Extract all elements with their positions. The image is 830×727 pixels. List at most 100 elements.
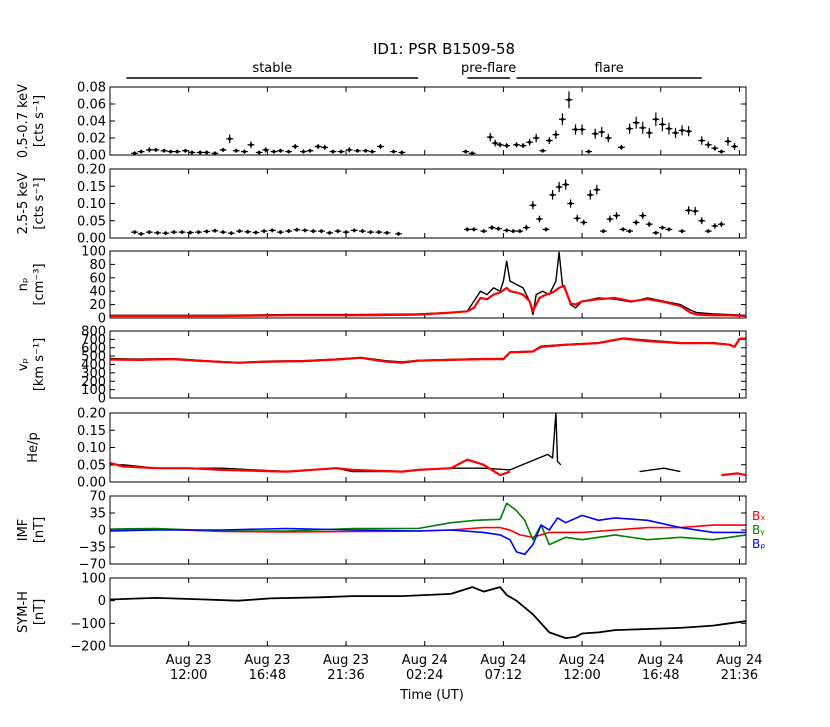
ytick-label-vp-1: 100 <box>81 383 106 398</box>
ytick-label-vp-6: 600 <box>81 341 106 356</box>
ytick-label-hard-4: 0.20 <box>77 163 106 178</box>
point-soft-72 <box>724 137 732 146</box>
axes-hep <box>109 412 747 483</box>
xtick-label-day-1: Aug 23 <box>244 653 290 668</box>
point-hard-43 <box>536 215 543 223</box>
data-symh <box>110 586 746 639</box>
ytick-label-hep-0: 0.00 <box>77 476 106 491</box>
point-hard-27 <box>350 228 358 233</box>
series-imf-1 <box>110 502 746 546</box>
point-hard-52 <box>593 184 601 195</box>
point-hard-36 <box>488 225 496 231</box>
point-hard-33 <box>463 227 471 232</box>
point-hard-13 <box>236 229 243 234</box>
point-hard-16 <box>260 229 268 234</box>
point-hard-26 <box>342 230 350 235</box>
point-soft-30 <box>354 148 361 153</box>
xtick-label-day-4: Aug 24 <box>480 653 526 668</box>
point-soft-16 <box>247 141 255 149</box>
point-hard-10 <box>211 228 219 233</box>
point-soft-70 <box>711 145 719 151</box>
axes-np <box>109 250 747 319</box>
point-hard-57 <box>626 229 634 234</box>
point-soft-7 <box>182 148 189 153</box>
point-soft-53 <box>585 149 593 154</box>
ylabel-soft-1: [cts s⁻¹] <box>32 95 47 147</box>
ytick-label-np-5: 100 <box>81 245 106 260</box>
point-hard-25 <box>334 229 342 234</box>
point-soft-8 <box>188 150 196 155</box>
ytick-label-hard-1: 0.05 <box>77 214 106 229</box>
ytick-label-symh-2: 0 <box>98 594 106 609</box>
point-hard-58 <box>632 219 640 226</box>
series-np-1 <box>110 284 746 318</box>
point-soft-4 <box>160 148 168 153</box>
ytick-label-vp-2: 200 <box>81 375 106 390</box>
point-hard-48 <box>567 199 575 208</box>
axes-soft <box>109 86 747 156</box>
point-soft-42 <box>513 142 520 148</box>
point-soft-5 <box>167 149 175 154</box>
point-hard-70 <box>718 221 725 227</box>
panel-imf: −70 −35 0 35 70 IMF [nT] <box>16 490 747 573</box>
xtick-label-time-7: 21:36 <box>721 668 758 683</box>
ytick-label-soft-0: 0.00 <box>77 149 106 164</box>
data-hard <box>131 179 725 236</box>
ytick-label-imf-2: 0 <box>98 524 106 539</box>
point-hard-4 <box>162 231 170 236</box>
point-soft-28 <box>337 149 345 154</box>
ylabel-imf-0: IMF <box>16 519 31 542</box>
point-soft-21 <box>285 149 293 154</box>
axes-symh <box>109 577 747 647</box>
point-soft-69 <box>704 141 712 149</box>
point-soft-65 <box>672 127 679 138</box>
xtick-label-time-2: 21:36 <box>327 668 364 683</box>
point-soft-3 <box>152 147 160 152</box>
point-soft-15 <box>241 149 248 154</box>
xtick-label-time-1: 16:48 <box>249 668 286 683</box>
point-hard-66 <box>691 206 699 216</box>
point-hard-51 <box>586 190 594 200</box>
point-hard-29 <box>367 230 375 235</box>
ytick-label-symh-0: −200 <box>70 640 106 655</box>
point-hard-39 <box>509 229 517 234</box>
xtick-label-time-3: 02:24 <box>406 668 443 683</box>
point-hard-46 <box>555 181 563 193</box>
point-soft-33 <box>377 143 384 150</box>
point-soft-20 <box>277 148 284 153</box>
point-soft-10 <box>203 150 211 155</box>
ytick-label-hard-3: 0.15 <box>77 180 106 195</box>
point-soft-66 <box>678 125 686 136</box>
axes-hard <box>109 168 747 239</box>
ytick-label-soft-1: 0.02 <box>77 132 106 147</box>
panel-symh: −200 −100 0 100 SYM-H [nT] <box>16 572 747 655</box>
point-hard-30 <box>375 230 383 235</box>
point-hard-64 <box>678 229 686 234</box>
point-hard-19 <box>285 229 293 234</box>
xtick-label-time-0: 12:00 <box>170 668 207 683</box>
point-hard-61 <box>652 230 660 235</box>
ytick-label-imf-3: 35 <box>89 507 106 522</box>
point-hard-54 <box>606 215 614 223</box>
ylabel-vp-1: [km s⁻¹] <box>32 338 47 391</box>
point-soft-60 <box>639 121 647 134</box>
point-hard-34 <box>470 227 478 232</box>
point-hard-1 <box>137 231 145 236</box>
point-hard-49 <box>573 214 581 222</box>
series-vp-1 <box>110 337 746 364</box>
point-hard-18 <box>277 230 284 235</box>
xtick-label-time-4: 07:12 <box>485 668 522 683</box>
point-hard-5 <box>170 230 178 235</box>
point-soft-35 <box>398 150 406 155</box>
series-hep-1 <box>110 458 511 477</box>
ytick-label-np-1: 20 <box>89 298 106 313</box>
ylabel-soft-0: 0.5-0.7 keV <box>16 84 31 158</box>
panel-soft: 0.00 0.02 0.04 0.06 0.08 0.5-0.7 keV [cts s⁻¹] <box>16 81 747 164</box>
point-hard-47 <box>562 179 570 190</box>
point-hard-0 <box>131 230 138 235</box>
data-imf <box>110 502 746 556</box>
ytick-label-np-0: 0 <box>98 312 106 327</box>
legend-item-2: Bᵨ <box>752 537 765 551</box>
